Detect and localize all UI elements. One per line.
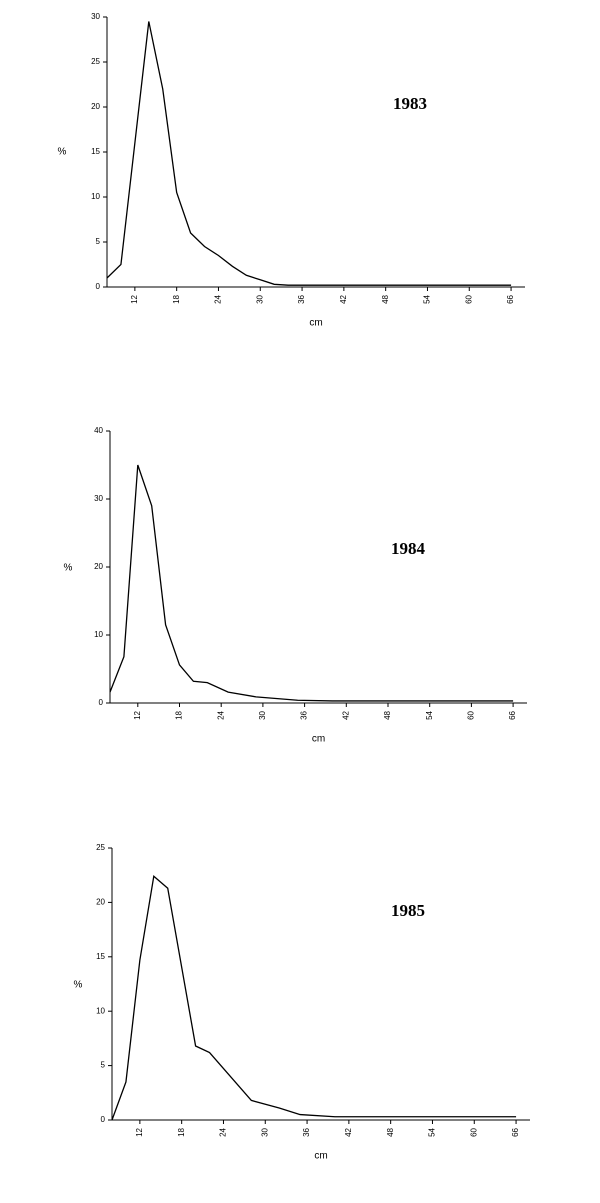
x-axis-label: cm: [314, 1151, 327, 1162]
x-tick-label: 18: [172, 294, 181, 303]
y-tick-label: 5: [101, 1061, 106, 1070]
y-tick-label: 20: [91, 102, 100, 111]
y-tick-label: 15: [96, 952, 105, 961]
x-tick-label: 60: [464, 294, 473, 303]
x-tick-label: 24: [219, 1127, 228, 1136]
x-tick-label: 24: [216, 710, 225, 719]
y-tick-label: 10: [91, 192, 100, 201]
y-axis-label: %: [58, 147, 67, 158]
x-tick-label: 60: [467, 710, 476, 719]
x-tick-label: 66: [508, 710, 517, 719]
y-tick-label: 30: [94, 494, 103, 503]
x-tick-label: 54: [423, 294, 432, 303]
x-tick-label: 18: [177, 1127, 186, 1136]
data-line: [109, 464, 514, 702]
annotation: 1985: [391, 901, 425, 920]
x-tick-label: 66: [511, 1127, 520, 1136]
x-tick-label: 30: [255, 294, 264, 303]
annotation: 1983: [393, 94, 427, 113]
y-tick-label: 25: [96, 843, 105, 852]
x-tick-label: 12: [135, 1127, 144, 1136]
x-tick-label: 30: [258, 710, 267, 719]
y-tick-label: 20: [96, 898, 105, 907]
y-tick-label: 15: [91, 147, 100, 156]
y-tick-label: 30: [91, 12, 100, 21]
y-tick-label: 0: [96, 282, 101, 291]
x-tick-label: 42: [344, 1127, 353, 1136]
x-tick-label: 30: [260, 1127, 269, 1136]
x-tick-label: 18: [175, 710, 184, 719]
x-tick-label: 36: [300, 710, 309, 719]
x-tick-label: 48: [386, 1127, 395, 1136]
y-tick-label: 10: [96, 1006, 105, 1015]
x-tick-label: 54: [425, 710, 434, 719]
x-tick-label: 48: [381, 294, 390, 303]
y-tick-label: 0: [101, 1115, 106, 1124]
x-tick-label: 66: [506, 294, 515, 303]
y-tick-label: 40: [94, 426, 103, 435]
x-tick-label: 42: [341, 710, 350, 719]
x-tick-label: 42: [339, 294, 348, 303]
x-tick-label: 36: [297, 294, 306, 303]
x-tick-label: 36: [302, 1127, 311, 1136]
y-axis-label: %: [74, 980, 83, 991]
y-tick-label: 25: [91, 57, 100, 66]
x-tick-label: 12: [130, 294, 139, 303]
x-axis-label: cm: [312, 734, 325, 745]
data-line: [106, 21, 512, 286]
data-line: [111, 875, 517, 1121]
y-axis-label: %: [64, 563, 73, 574]
x-tick-label: 24: [214, 294, 223, 303]
x-tick-label: 12: [133, 710, 142, 719]
x-tick-label: 54: [428, 1127, 437, 1136]
y-tick-label: 0: [99, 698, 104, 707]
x-axis-label: cm: [309, 318, 322, 329]
y-tick-label: 5: [96, 237, 101, 246]
x-tick-label: 48: [383, 710, 392, 719]
annotation: 1984: [391, 539, 426, 558]
x-tick-label: 60: [469, 1127, 478, 1136]
y-tick-label: 10: [94, 630, 103, 639]
y-tick-label: 20: [94, 562, 103, 571]
